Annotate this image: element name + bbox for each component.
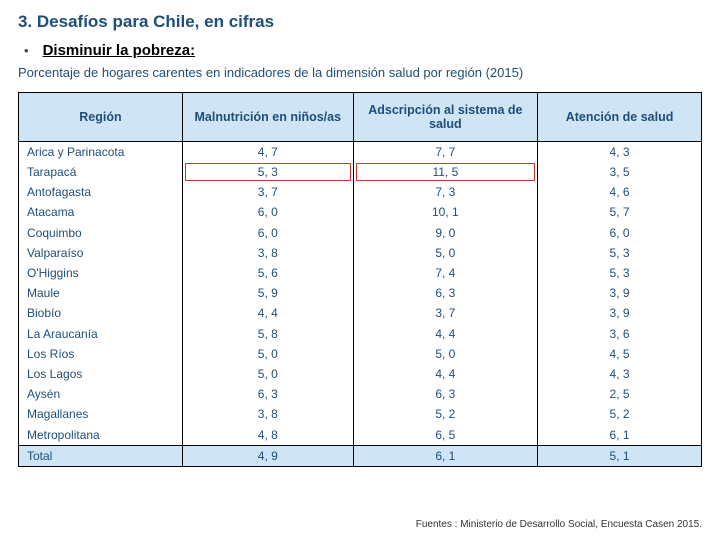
table-row: Maule5, 96, 33, 9 [19, 283, 702, 303]
region-cell: O'Higgins [19, 263, 183, 283]
value-cell: 10, 1 [353, 202, 537, 222]
value-cell: 4, 7 [182, 141, 353, 162]
region-cell: Metropolitana [19, 425, 183, 446]
value-cell: 5, 2 [538, 404, 702, 424]
value-cell: 7, 4 [353, 263, 537, 283]
table-caption: Porcentaje de hogares carentes en indica… [18, 65, 702, 82]
table-row: Aysén6, 36, 32, 5 [19, 384, 702, 404]
region-cell: Arica y Parinacota [19, 141, 183, 162]
value-cell: 4, 3 [538, 364, 702, 384]
value-cell: 3, 8 [182, 404, 353, 424]
region-cell: Magallanes [19, 404, 183, 424]
table-row: Valparaíso3, 85, 05, 3 [19, 243, 702, 263]
value-cell: 5, 0 [182, 364, 353, 384]
table-row: Biobío4, 43, 73, 9 [19, 303, 702, 323]
region-cell: Coquimbo [19, 223, 183, 243]
value-cell: 5, 9 [182, 283, 353, 303]
total-value: 6, 1 [353, 445, 537, 466]
value-cell: 5, 3 [182, 162, 353, 182]
value-cell: 5, 2 [353, 404, 537, 424]
col-header-region: Región [19, 92, 183, 141]
value-cell: 6, 1 [538, 425, 702, 446]
value-cell: 5, 0 [182, 344, 353, 364]
value-cell: 4, 5 [538, 344, 702, 364]
region-cell: Aysén [19, 384, 183, 404]
table-row: Coquimbo6, 09, 06, 0 [19, 223, 702, 243]
table-total-row: Total4, 96, 15, 1 [19, 445, 702, 466]
value-cell: 4, 4 [353, 364, 537, 384]
col-header-adscripcion: Adscripción al sistema de salud [353, 92, 537, 141]
value-cell: 3, 9 [538, 283, 702, 303]
table-row: La Araucanía5, 84, 43, 6 [19, 324, 702, 344]
value-cell: 6, 3 [182, 384, 353, 404]
value-cell: 6, 3 [353, 384, 537, 404]
value-cell: 6, 0 [538, 223, 702, 243]
value-cell: 6, 0 [182, 223, 353, 243]
table-row: Tarapacá5, 311, 53, 5 [19, 162, 702, 182]
value-cell: 5, 3 [538, 243, 702, 263]
region-cell: La Araucanía [19, 324, 183, 344]
value-cell: 3, 7 [353, 303, 537, 323]
region-cell: Los Lagos [19, 364, 183, 384]
value-cell: 6, 5 [353, 425, 537, 446]
table-row: Magallanes3, 85, 25, 2 [19, 404, 702, 424]
table-row: Los Lagos5, 04, 44, 3 [19, 364, 702, 384]
value-cell: 5, 0 [353, 243, 537, 263]
value-cell: 7, 7 [353, 141, 537, 162]
table-row: Arica y Parinacota4, 77, 74, 3 [19, 141, 702, 162]
value-cell: 5, 3 [538, 263, 702, 283]
col-header-atencion: Atención de salud [538, 92, 702, 141]
total-value: 5, 1 [538, 445, 702, 466]
table-row: Antofagasta3, 77, 34, 6 [19, 182, 702, 202]
value-cell: 3, 8 [182, 243, 353, 263]
value-cell: 3, 7 [182, 182, 353, 202]
value-cell: 3, 6 [538, 324, 702, 344]
value-cell: 9, 0 [353, 223, 537, 243]
value-cell: 3, 9 [538, 303, 702, 323]
value-cell: 5, 7 [538, 202, 702, 222]
region-cell: Atacama [19, 202, 183, 222]
value-cell: 6, 0 [182, 202, 353, 222]
value-cell: 4, 6 [538, 182, 702, 202]
value-cell: 5, 8 [182, 324, 353, 344]
region-cell: Antofagasta [19, 182, 183, 202]
source-citation: Fuentes : Ministerio de Desarrollo Socia… [416, 519, 702, 530]
total-label: Total [19, 445, 183, 466]
value-cell: 5, 6 [182, 263, 353, 283]
value-cell: 11, 5 [353, 162, 537, 182]
page-title: 3. Desafíos para Chile, en cifras [18, 12, 702, 32]
col-header-malnutricion: Malnutrición en niños/as [182, 92, 353, 141]
region-cell: Tarapacá [19, 162, 183, 182]
value-cell: 4, 3 [538, 141, 702, 162]
region-cell: Valparaíso [19, 243, 183, 263]
value-cell: 3, 5 [538, 162, 702, 182]
bullet-icon: • [24, 43, 29, 58]
table-row: O'Higgins5, 67, 45, 3 [19, 263, 702, 283]
subtitle: Disminuir la pobreza: [43, 42, 196, 59]
value-cell: 6, 3 [353, 283, 537, 303]
total-value: 4, 9 [182, 445, 353, 466]
value-cell: 4, 4 [353, 324, 537, 344]
value-cell: 7, 3 [353, 182, 537, 202]
value-cell: 4, 8 [182, 425, 353, 446]
region-cell: Los Ríos [19, 344, 183, 364]
table-row: Atacama6, 010, 15, 7 [19, 202, 702, 222]
table-header-row: Región Malnutrición en niños/as Adscripc… [19, 92, 702, 141]
table-row: Los Ríos5, 05, 04, 5 [19, 344, 702, 364]
value-cell: 4, 4 [182, 303, 353, 323]
subtitle-row: • Disminuir la pobreza: [18, 42, 702, 59]
value-cell: 2, 5 [538, 384, 702, 404]
region-cell: Biobío [19, 303, 183, 323]
region-cell: Maule [19, 283, 183, 303]
value-cell: 5, 0 [353, 344, 537, 364]
table-row: Metropolitana4, 86, 56, 1 [19, 425, 702, 446]
data-table: Región Malnutrición en niños/as Adscripc… [18, 92, 702, 467]
